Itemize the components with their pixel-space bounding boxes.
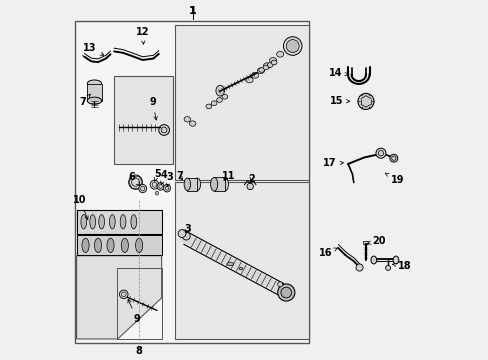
Ellipse shape — [82, 238, 89, 252]
Ellipse shape — [267, 63, 272, 67]
Text: 8: 8 — [135, 346, 142, 356]
Ellipse shape — [221, 177, 228, 191]
Text: 1: 1 — [188, 6, 196, 16]
Ellipse shape — [370, 256, 376, 264]
Text: 3: 3 — [166, 172, 173, 187]
Ellipse shape — [375, 148, 385, 158]
Ellipse shape — [121, 238, 128, 252]
Ellipse shape — [94, 238, 102, 252]
Ellipse shape — [194, 178, 200, 190]
Ellipse shape — [87, 97, 102, 104]
Text: 14: 14 — [328, 68, 347, 78]
Bar — [114, 76, 173, 164]
Text: 11: 11 — [221, 171, 235, 181]
Text: 20: 20 — [366, 236, 385, 246]
Ellipse shape — [99, 215, 104, 229]
Ellipse shape — [157, 183, 164, 190]
Ellipse shape — [216, 98, 222, 102]
Ellipse shape — [184, 178, 190, 190]
Ellipse shape — [251, 72, 258, 78]
Ellipse shape — [357, 93, 373, 109]
Ellipse shape — [385, 265, 390, 270]
Text: 17: 17 — [323, 158, 343, 168]
Ellipse shape — [285, 40, 299, 53]
Ellipse shape — [239, 267, 242, 270]
Text: 10: 10 — [73, 195, 88, 220]
Ellipse shape — [210, 177, 217, 191]
Ellipse shape — [258, 68, 264, 72]
Bar — [175, 24, 308, 180]
Ellipse shape — [263, 65, 268, 70]
Ellipse shape — [159, 125, 169, 135]
Ellipse shape — [178, 230, 185, 238]
Ellipse shape — [211, 101, 217, 105]
Ellipse shape — [277, 284, 294, 301]
Bar — [214, 177, 224, 191]
Text: 9: 9 — [149, 97, 157, 120]
Ellipse shape — [216, 85, 224, 96]
Ellipse shape — [245, 77, 253, 83]
Text: 5: 5 — [154, 168, 161, 181]
Ellipse shape — [276, 51, 283, 57]
Polygon shape — [77, 256, 162, 339]
Text: 19: 19 — [385, 173, 404, 185]
Ellipse shape — [90, 215, 95, 229]
Ellipse shape — [281, 287, 291, 298]
Ellipse shape — [389, 154, 397, 162]
Text: 1: 1 — [188, 6, 196, 17]
Text: 6: 6 — [128, 172, 140, 185]
Bar — [77, 210, 162, 234]
Text: 4: 4 — [160, 170, 167, 185]
Circle shape — [355, 264, 363, 271]
Ellipse shape — [150, 180, 159, 189]
Ellipse shape — [120, 215, 125, 229]
Text: 12: 12 — [136, 27, 149, 44]
Text: 7: 7 — [176, 171, 183, 181]
Text: 2: 2 — [247, 174, 254, 184]
Ellipse shape — [182, 232, 190, 240]
Bar — [187, 178, 197, 190]
Ellipse shape — [222, 94, 227, 99]
Ellipse shape — [107, 238, 114, 252]
Ellipse shape — [119, 290, 128, 298]
Ellipse shape — [163, 184, 170, 192]
Ellipse shape — [87, 80, 102, 87]
Ellipse shape — [246, 183, 253, 190]
Ellipse shape — [271, 60, 276, 65]
Ellipse shape — [131, 215, 136, 229]
Text: 16: 16 — [318, 248, 337, 258]
Bar — [87, 84, 102, 101]
Bar — [175, 182, 308, 339]
Text: 18: 18 — [392, 261, 411, 271]
Ellipse shape — [81, 215, 86, 229]
Ellipse shape — [277, 282, 282, 287]
Bar — [77, 235, 162, 255]
Ellipse shape — [283, 37, 302, 55]
Ellipse shape — [205, 104, 211, 109]
Bar — [363, 242, 367, 244]
Bar — [117, 267, 162, 339]
Text: 13: 13 — [83, 43, 103, 55]
Text: 3: 3 — [183, 224, 190, 234]
Ellipse shape — [392, 256, 398, 264]
Ellipse shape — [189, 121, 196, 126]
Bar — [75, 21, 308, 342]
Ellipse shape — [226, 262, 233, 266]
Text: 15: 15 — [329, 96, 349, 106]
Ellipse shape — [135, 238, 142, 252]
Text: 7: 7 — [80, 94, 90, 107]
Ellipse shape — [139, 184, 146, 193]
Ellipse shape — [257, 68, 264, 73]
Text: 9: 9 — [128, 300, 140, 324]
Ellipse shape — [269, 58, 276, 63]
Ellipse shape — [155, 192, 159, 195]
Ellipse shape — [263, 63, 270, 68]
Ellipse shape — [109, 215, 115, 229]
Ellipse shape — [184, 117, 190, 122]
Ellipse shape — [128, 175, 142, 189]
